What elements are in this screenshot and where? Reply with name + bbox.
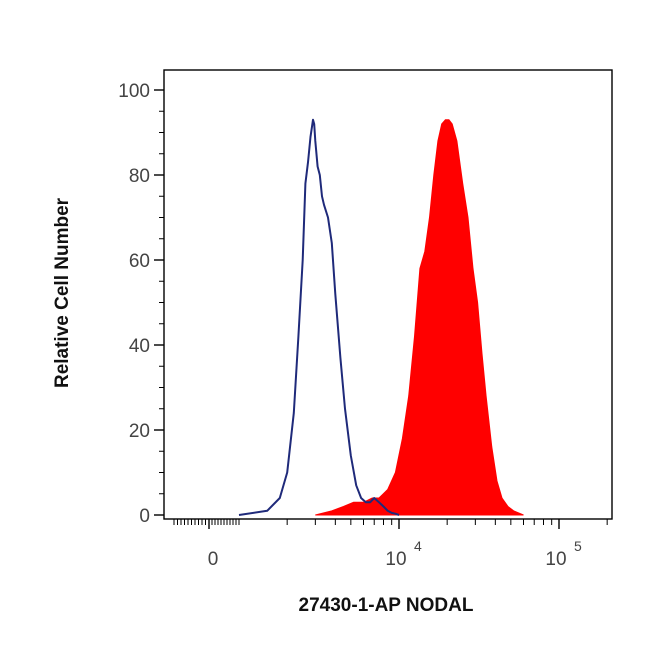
x-tick-exponent: 5 <box>574 538 582 554</box>
y-tick-label: 100 <box>118 81 150 102</box>
x-tick-label: 0 <box>208 549 219 570</box>
axes-layer <box>163 69 613 520</box>
y-axis-title: Relative Cell Number <box>52 197 73 388</box>
outline-histogram-layer <box>238 118 400 516</box>
filled-histogram <box>315 119 524 516</box>
y-tick-label: 0 <box>139 506 150 527</box>
x-tick-label: 10 <box>545 549 566 570</box>
plot-frame <box>163 69 613 520</box>
x-tick-exponent: 4 <box>414 538 422 554</box>
x-axis-title: 27430-1-AP NODAL <box>299 595 474 616</box>
y-tick-label: 60 <box>129 251 150 272</box>
y-axis-ticks: 0 20 40 60 80 100 <box>118 81 164 527</box>
outline-histogram <box>238 118 400 516</box>
x-axis-ticks: 0 10 4 10 5 <box>173 519 608 570</box>
y-tick-label: 40 <box>129 336 150 357</box>
y-tick-label: 80 <box>129 166 150 187</box>
x-tick-label: 10 <box>385 549 406 570</box>
filled-histogram-layer <box>315 119 524 516</box>
y-tick-label: 20 <box>129 421 150 442</box>
